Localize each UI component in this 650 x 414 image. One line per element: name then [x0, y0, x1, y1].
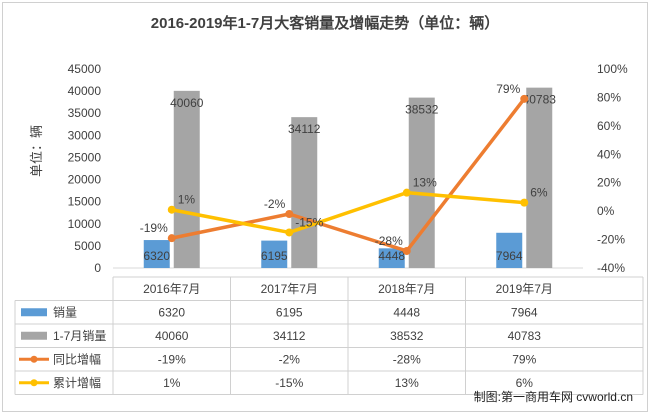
y-tick-label: 15000	[68, 195, 102, 209]
line-point	[167, 205, 176, 214]
table-cell: 40060	[155, 329, 189, 343]
table-cell: 34112	[273, 329, 306, 343]
line-data-label: -15%	[295, 215, 323, 229]
legend-swatch	[21, 331, 47, 340]
table-cell: 6%	[516, 376, 534, 390]
line-data-label: -19%	[140, 221, 168, 235]
line-point	[167, 234, 176, 243]
bar	[143, 240, 170, 268]
table-cell: -15%	[275, 376, 303, 390]
line-data-label: 6%	[530, 186, 548, 200]
bar	[378, 248, 405, 268]
bar-data-label: 38532	[405, 103, 439, 117]
y-tick-label: 0	[94, 261, 101, 275]
bar-data-label: 40060	[170, 96, 204, 110]
bar-data-label: 34112	[288, 122, 321, 136]
category-label: 2017年7月	[261, 282, 318, 296]
legend-label: 同比增幅	[53, 351, 101, 366]
y2-tick-label: 100%	[597, 62, 628, 76]
line-point	[402, 246, 411, 255]
bar-data-label: 6320	[143, 249, 170, 263]
table-cell: 7964	[511, 305, 538, 319]
table-cell: 6195	[276, 305, 303, 319]
y2-tick-label: 80%	[597, 90, 621, 104]
table-cell: -28%	[393, 352, 421, 366]
bar	[496, 232, 523, 268]
table-cell: 4448	[393, 305, 420, 319]
y-axis-label: 单位：辆	[29, 125, 44, 177]
line-data-label: 79%	[496, 82, 520, 96]
bar	[291, 117, 318, 268]
y-tick-label: 45000	[68, 62, 102, 76]
legend-label: 1-7月销量	[53, 329, 106, 343]
chart-svg: 2016-2019年1-7月大客销量及增幅走势（单位：辆） 单位：辆 45000…	[14, 14, 644, 404]
bar-data-label: 40783	[523, 93, 557, 107]
category-label: 2019年7月	[496, 282, 553, 296]
y-tick-label: 35000	[68, 106, 102, 120]
y-tick-label: 30000	[68, 128, 102, 142]
chart-title: 2016-2019年1-7月大客销量及增幅走势（单位：辆）	[151, 14, 499, 32]
legend-swatch	[21, 308, 47, 317]
table-cell: 1%	[163, 376, 181, 390]
y2-tick-label: 0%	[597, 204, 615, 218]
y-tick-label: 25000	[68, 150, 102, 164]
series-line	[171, 190, 525, 235]
table-cell: 6320	[158, 305, 185, 319]
y-tick-label: 20000	[68, 173, 102, 187]
line-data-label: 1%	[178, 193, 196, 207]
bar-data-label: 4448	[378, 249, 405, 263]
bar-data-label: 6195	[261, 249, 288, 263]
category-label: 2018年7月	[378, 282, 435, 296]
legend-marker	[30, 379, 38, 387]
y2-tick-label: 60%	[597, 119, 621, 133]
plot-area: 45000 40000 35000 30000 25000 20000 15000 10000…	[68, 62, 628, 275]
line-point	[285, 209, 294, 218]
table-cell: 79%	[512, 352, 536, 366]
table-cell: 38532	[390, 329, 424, 343]
y2-tick-label: -40%	[597, 261, 625, 275]
line-point	[520, 198, 529, 207]
y2-tick-label: 40%	[597, 147, 621, 161]
y2-tick-label: 20%	[597, 176, 621, 190]
bar	[173, 90, 200, 268]
category-label: 2016年7月	[143, 282, 200, 296]
bar	[261, 240, 288, 268]
source-credit: 制图:第一商用车网 cvworld.cn	[474, 389, 633, 404]
line-data-label: -28%	[375, 234, 403, 248]
bar-data-label: 7964	[496, 249, 523, 263]
line-point	[402, 188, 411, 197]
legend-marker	[30, 355, 38, 363]
bar	[408, 97, 435, 268]
table-cell: -2%	[279, 352, 301, 366]
line-data-label: -2%	[264, 197, 286, 211]
bar	[526, 87, 553, 268]
legend-label: 销量	[53, 305, 77, 319]
line-point	[285, 228, 294, 237]
legend-label: 累计增幅	[53, 375, 101, 390]
line-data-label: 13%	[413, 176, 437, 190]
y-tick-label: 40000	[68, 84, 102, 98]
table-cell: 13%	[395, 376, 419, 390]
line-point	[520, 94, 529, 103]
y2-tick-label: -20%	[597, 233, 625, 247]
y-tick-label: 10000	[68, 217, 102, 231]
series-line	[171, 97, 526, 253]
y-tick-label: 5000	[74, 239, 101, 253]
table-cell: -19%	[158, 352, 186, 366]
table-cell: 40783	[508, 329, 542, 343]
